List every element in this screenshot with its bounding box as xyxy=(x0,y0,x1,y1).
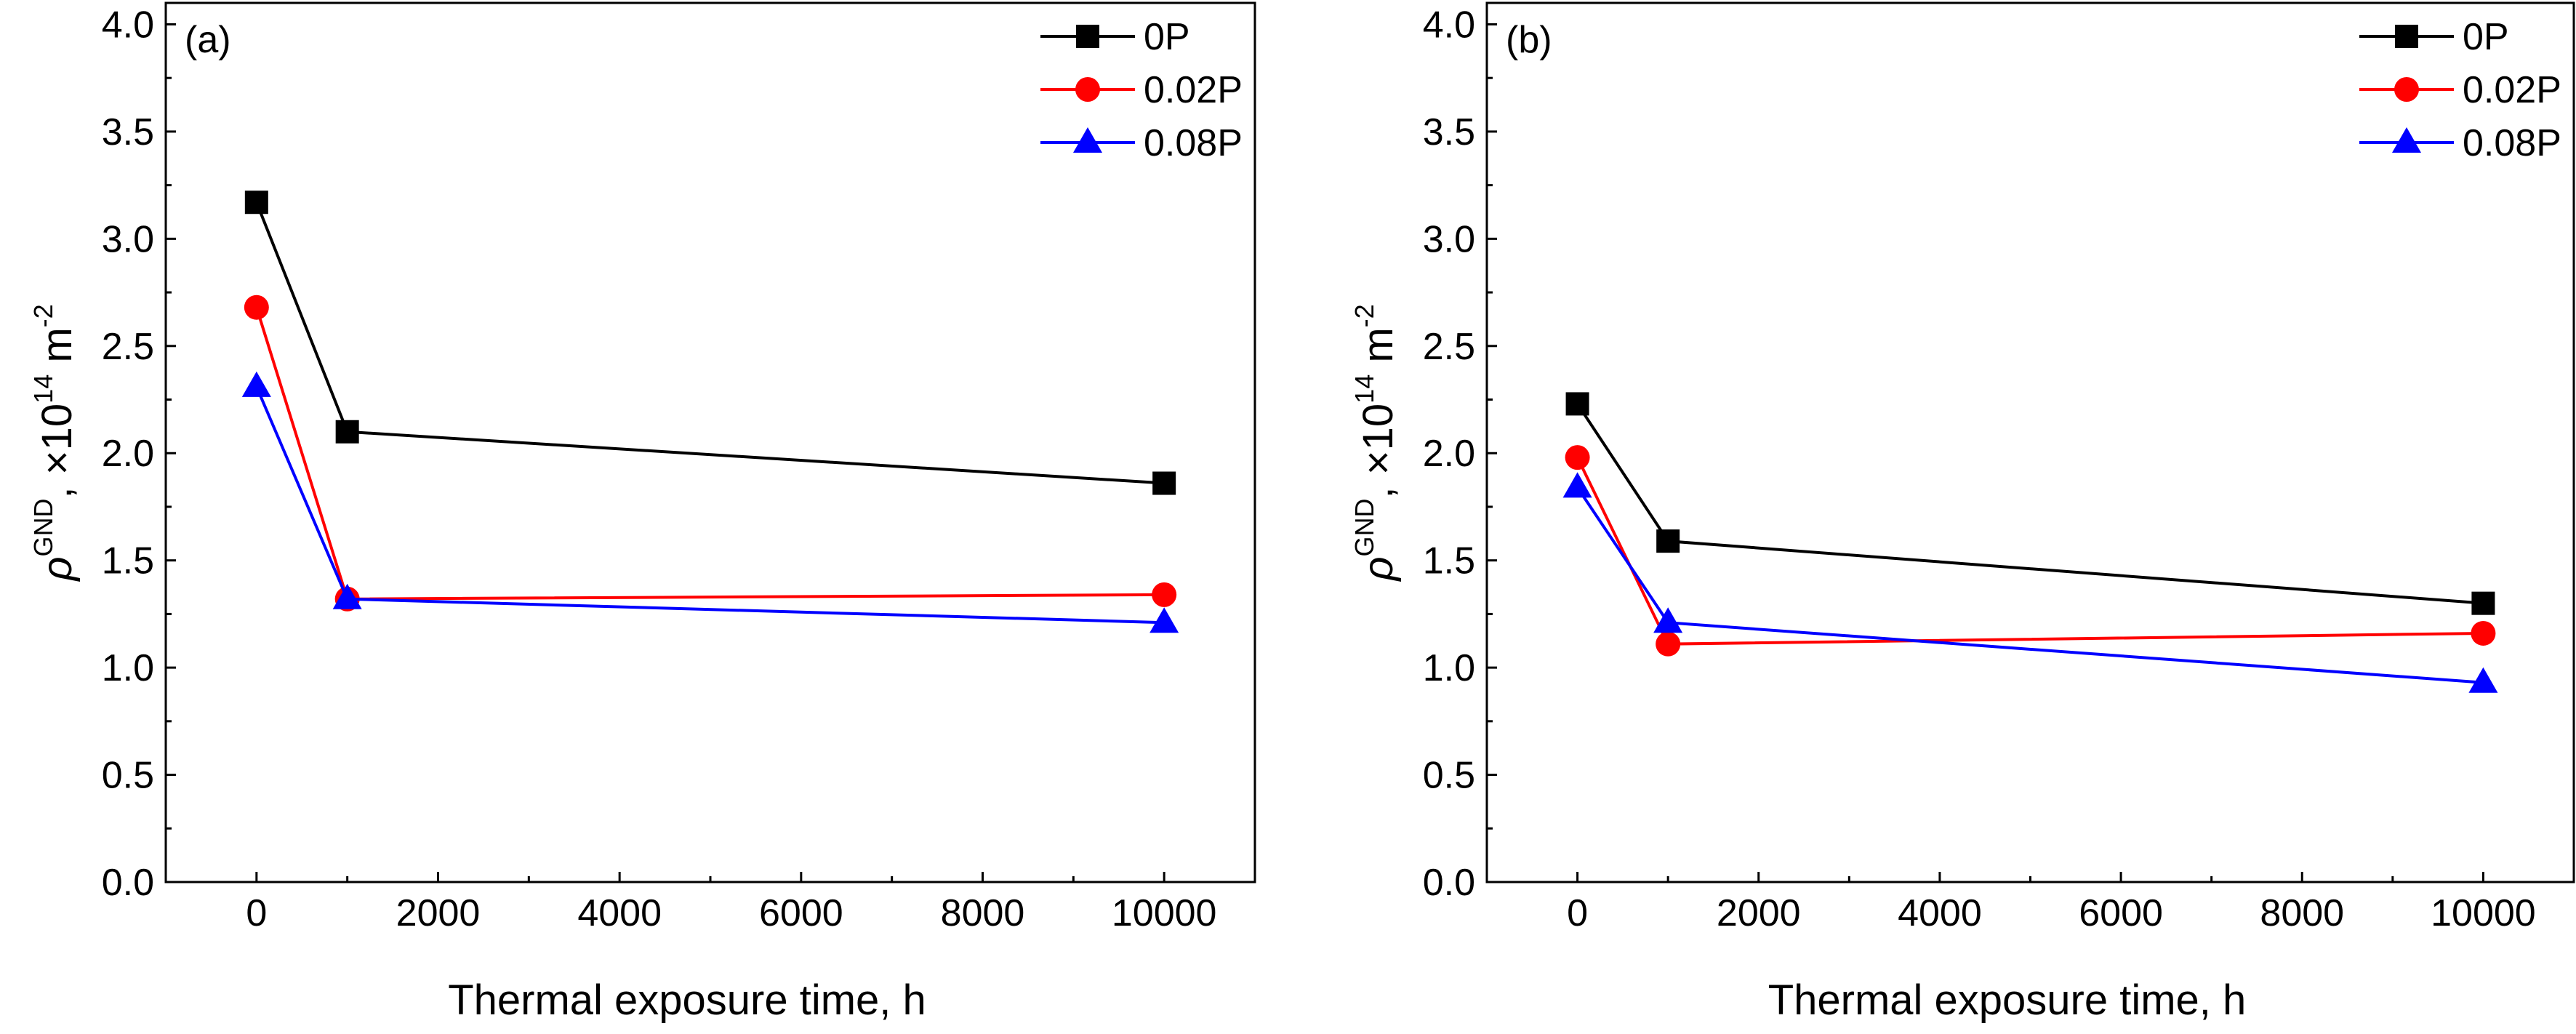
legend-label: 0.02P xyxy=(1144,69,1243,111)
y-tick-label: 0.5 xyxy=(102,755,154,797)
data-point-0P xyxy=(1152,471,1176,495)
legend-marker-0.02P xyxy=(2394,77,2419,102)
y-tick-label: 1.0 xyxy=(1423,647,1475,689)
data-point-0.02P xyxy=(1152,582,1177,607)
data-point-0.08P xyxy=(332,583,362,609)
series-line-0.02P xyxy=(1576,457,2484,646)
y-tick-label: 3.0 xyxy=(1423,218,1475,260)
legend-marker-0.08P xyxy=(2392,127,2421,153)
series-line-0P xyxy=(1576,403,2484,605)
data-point-0.08P xyxy=(1562,472,1592,498)
data-point-0.08P xyxy=(1653,607,1683,633)
legend-label: 0P xyxy=(2463,16,2509,58)
legend-label: 0.02P xyxy=(2463,69,2561,111)
y-tick-label: 0.0 xyxy=(1423,862,1475,904)
x-tick-label: 10000 xyxy=(1112,892,1217,934)
y-tick-label: 2.0 xyxy=(102,433,154,475)
x-tick-label: 2000 xyxy=(1717,892,1801,934)
data-point-0P xyxy=(1656,529,1680,553)
chart-panel-2: 0 2000 4000 6000 8000 10000 0.0 0.5 1.0 1.5 2.0 2.5… xyxy=(1349,1,2575,1024)
y-tick-label: 1.0 xyxy=(102,647,154,689)
y-tick-label: 4.0 xyxy=(102,4,154,46)
x-tick-label: 4000 xyxy=(577,892,662,934)
x-axis-label: Thermal exposure time, h xyxy=(1768,977,2247,1024)
data-point-0.02P xyxy=(1656,631,1681,657)
x-tick-label: 0 xyxy=(1567,892,1588,934)
data-point-0.02P xyxy=(1565,445,1590,470)
legend-label: 0.08P xyxy=(1144,122,1243,164)
y-tick-label: 0.5 xyxy=(1423,755,1475,797)
y-tick-label: 2.5 xyxy=(102,326,154,368)
y-tick-label: 2.0 xyxy=(1423,433,1475,475)
y-tick-label: 0.0 xyxy=(102,862,154,904)
y-tick-label: 3.0 xyxy=(102,218,154,260)
data-point-0P xyxy=(244,191,268,215)
legend-label: 0P xyxy=(1144,16,1190,58)
data-point-0P xyxy=(2471,591,2495,615)
series-line-0P xyxy=(254,201,1165,485)
x-tick-label: 8000 xyxy=(2260,892,2344,934)
y-tick-label: 3.5 xyxy=(1423,111,1475,153)
panel-label: (b) xyxy=(1506,19,1552,61)
panel-label: (a) xyxy=(185,19,231,61)
y-tick-label: 1.5 xyxy=(1423,540,1475,582)
x-tick-label: 6000 xyxy=(2079,892,2163,934)
data-point-0.08P xyxy=(2468,667,2498,693)
legend-marker-0P xyxy=(2395,25,2418,48)
data-point-0P xyxy=(335,420,359,444)
data-point-0.08P xyxy=(241,371,271,397)
series-line-0.08P xyxy=(1576,486,2484,684)
y-axis-label: ρGND, ×1014 m-2 xyxy=(28,304,81,582)
legend-label: 0.08P xyxy=(2463,122,2561,164)
x-tick-label: 6000 xyxy=(759,892,843,934)
data-point-0.02P xyxy=(2471,620,2496,646)
x-tick-label: 0 xyxy=(246,892,267,934)
x-tick-label: 4000 xyxy=(1898,892,1982,934)
data-point-0.08P xyxy=(1149,607,1179,633)
data-point-0P xyxy=(1565,392,1589,416)
y-axis-label: ρGND, ×1014 m-2 xyxy=(1349,304,1402,582)
x-tick-label: 8000 xyxy=(941,892,1025,934)
x-axis-label: Thermal exposure time, h xyxy=(448,977,926,1024)
legend-marker-0P xyxy=(1076,25,1099,48)
series-line-0.08P xyxy=(254,386,1165,625)
x-tick-label: 2000 xyxy=(396,892,481,934)
chart-panel-1: 0 2000 4000 6000 8000 10000 0.0 0.5 1.0 1.5 2.0 2.5… xyxy=(28,1,1256,1024)
y-tick-label: 2.5 xyxy=(1423,326,1475,368)
legend-marker-0.02P xyxy=(1075,77,1100,102)
y-tick-label: 1.5 xyxy=(102,540,154,582)
y-tick-label: 4.0 xyxy=(1423,4,1475,46)
x-tick-label: 10000 xyxy=(2431,892,2536,934)
data-point-0.02P xyxy=(244,294,269,320)
legend-marker-0.08P xyxy=(1073,127,1102,153)
y-tick-label: 3.5 xyxy=(102,111,154,153)
